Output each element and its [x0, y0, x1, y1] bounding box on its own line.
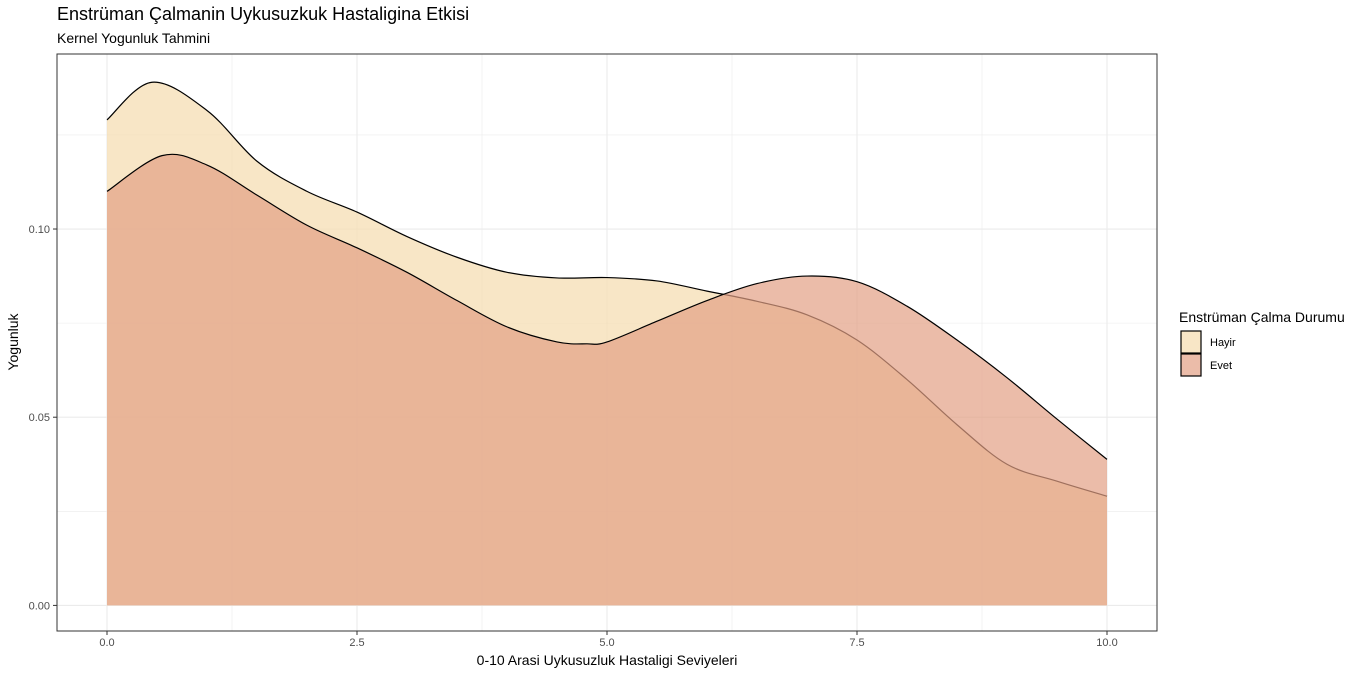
x-tick-label: 5.0 [599, 637, 614, 649]
x-tick-label: 2.5 [349, 637, 364, 649]
legend-key-hayir [1180, 330, 1202, 354]
y-tick-label: 0.05 [29, 412, 50, 424]
legend-items: Hayir Evet [1180, 330, 1236, 377]
legend-key-evet [1180, 353, 1202, 377]
density-areas [106, 81, 1108, 606]
chart-title: Enstrüman Çalmanin Uykusuzkuk Hastaligin… [57, 4, 469, 24]
y-tick-label: 0.00 [29, 600, 50, 612]
chart-subtitle: Kernel Yogunluk Tahmini [57, 30, 210, 46]
density-area-evet [107, 154, 1107, 606]
axis-ticks: 0.0 2.5 5.0 7.5 10.0 0.00 0.05 0.10 [29, 224, 1118, 649]
density-line-evet [106, 153, 1108, 460]
legend: Enstrüman Çalma Durumu Hayir Evet [1179, 309, 1345, 377]
x-tick-label: 0.0 [99, 637, 114, 649]
legend-label-evet: Evet [1210, 360, 1232, 372]
x-tick-label: 7.5 [849, 637, 864, 649]
y-axis-title: Yogunluk [5, 312, 21, 370]
x-axis-title: 0-10 Arasi Uykusuzluk Hastaligi Seviyele… [477, 652, 738, 668]
x-tick-label: 10.0 [1096, 637, 1117, 649]
y-tick-label: 0.10 [29, 224, 50, 236]
legend-title: Enstrüman Çalma Durumu [1179, 309, 1345, 325]
legend-label-hayir: Hayir [1210, 337, 1236, 349]
